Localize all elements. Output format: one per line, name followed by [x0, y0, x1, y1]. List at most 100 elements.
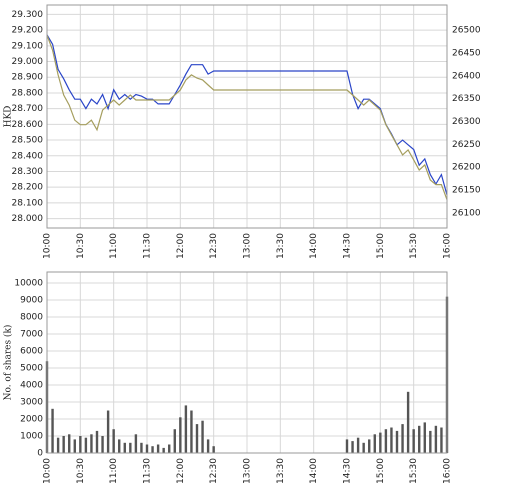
x-tick-label: 13:30	[276, 233, 286, 259]
volume-bar	[356, 437, 360, 453]
volume-bar	[145, 444, 149, 453]
y-tick-label: 5000	[20, 364, 43, 374]
x-tick-label: 11:00	[109, 233, 119, 259]
y2-tick-label: 26400	[452, 71, 481, 81]
y2-tick-label: 26350	[452, 94, 481, 104]
volume-bar	[184, 405, 188, 453]
x-tick-label: 13:00	[243, 458, 253, 484]
plot-frame	[46, 4, 448, 229]
volume-bar	[73, 439, 76, 453]
y-axis-label: No. of shares (k)	[3, 325, 14, 401]
volume-bar	[68, 434, 71, 453]
y-tick-label: 2000	[20, 415, 43, 425]
volume-bar	[345, 439, 349, 453]
x-tick-label: 16:00	[443, 458, 453, 484]
y-tick-label: 28.000	[12, 214, 44, 224]
y-tick-label: 1000	[20, 432, 43, 442]
volume-bar	[418, 425, 421, 453]
y2-tick-label: 26250	[452, 140, 481, 150]
x-tick-label: 14:00	[309, 458, 319, 484]
x-tick-label: 12:30	[209, 458, 219, 484]
y-tick-label: 7000	[20, 330, 43, 340]
volume-bar	[206, 439, 210, 453]
x-tick-label: 14:30	[343, 233, 353, 259]
y-tick-label: 28.700	[12, 104, 44, 114]
x-tick-label: 10:30	[76, 458, 86, 484]
volume-bar	[118, 439, 121, 453]
volume-bar	[162, 447, 165, 453]
y-tick-label: 28.100	[12, 198, 44, 208]
volume-bar	[401, 424, 404, 453]
y-tick-label: 29.000	[12, 57, 44, 67]
volume-bar	[434, 425, 438, 453]
volume-bar	[212, 446, 215, 453]
volume-bar	[173, 429, 176, 453]
volume-bar	[101, 436, 104, 453]
volume-bar	[368, 439, 371, 453]
y-tick-label: 9000	[20, 296, 43, 306]
volume-bar	[412, 429, 415, 453]
volume-bar	[151, 446, 154, 453]
volume-bar	[179, 417, 182, 453]
x-tick-label: 15:30	[409, 458, 419, 484]
volume-bar	[429, 430, 432, 453]
y-tick-label: 8000	[20, 313, 43, 323]
volume-bar	[90, 434, 93, 453]
y2-tick-label: 26100	[452, 208, 481, 218]
y-tick-label: 28.900	[12, 73, 44, 83]
volume-bar	[123, 442, 126, 453]
x-tick-label: 14:30	[343, 458, 353, 484]
volume-bar	[84, 437, 88, 453]
y-tick-label: 29.200	[12, 26, 44, 36]
volume-bar	[362, 442, 365, 453]
y-tick-label: 3000	[20, 398, 43, 408]
volume-bar	[423, 422, 426, 453]
x-tick-label: 10:00	[43, 233, 53, 259]
x-tick-label: 13:00	[243, 233, 253, 259]
x-tick-label: 15:30	[409, 233, 419, 259]
y-tick-label: 10000	[14, 279, 43, 289]
volume-bar	[379, 432, 382, 453]
x-tick-label: 12:00	[176, 458, 186, 484]
y-tick-label: 6000	[20, 347, 43, 357]
x-tick-label: 10:30	[76, 233, 86, 259]
volume-bar	[95, 430, 99, 453]
x-tick-label: 11:30	[143, 458, 153, 484]
y2-tick-label: 26200	[452, 163, 481, 173]
volume-bar	[79, 436, 82, 453]
y-tick-label: 28.300	[12, 167, 44, 177]
volume-bar	[190, 410, 193, 453]
volume-bar	[112, 429, 115, 453]
y2-tick-label: 26450	[452, 48, 481, 58]
volume-bar	[51, 408, 54, 453]
plot-frame	[46, 271, 448, 454]
y2-tick-label: 26500	[452, 26, 481, 36]
y-tick-label: 0	[37, 449, 43, 459]
volume-bar	[62, 436, 65, 453]
y2-tick-label: 26300	[452, 117, 481, 127]
price-line	[46, 34, 448, 196]
y-tick-label: 28.600	[12, 120, 44, 130]
volume-bar	[156, 444, 160, 453]
x-tick-label: 14:00	[309, 233, 319, 259]
x-tick-label: 11:00	[109, 458, 119, 484]
volume-bar	[351, 441, 354, 453]
volume-bar	[395, 430, 399, 453]
volume-bar	[390, 427, 393, 453]
volume-bar	[195, 424, 199, 453]
volume-bar	[440, 427, 443, 453]
y-tick-label: 4000	[20, 381, 43, 391]
volume-bar	[373, 434, 376, 453]
volume-bar	[106, 410, 110, 453]
y-tick-label: 28.500	[12, 136, 44, 146]
volume-bar	[406, 391, 410, 453]
volume-bar	[384, 429, 388, 453]
volume-bar	[168, 444, 171, 453]
y-tick-label: 29.300	[12, 10, 44, 20]
y-tick-label: 29.100	[12, 41, 44, 51]
y-tick-label: 28.400	[12, 151, 44, 161]
volume-bar	[140, 442, 143, 453]
volume-bar	[134, 434, 138, 453]
price-line	[46, 34, 448, 200]
